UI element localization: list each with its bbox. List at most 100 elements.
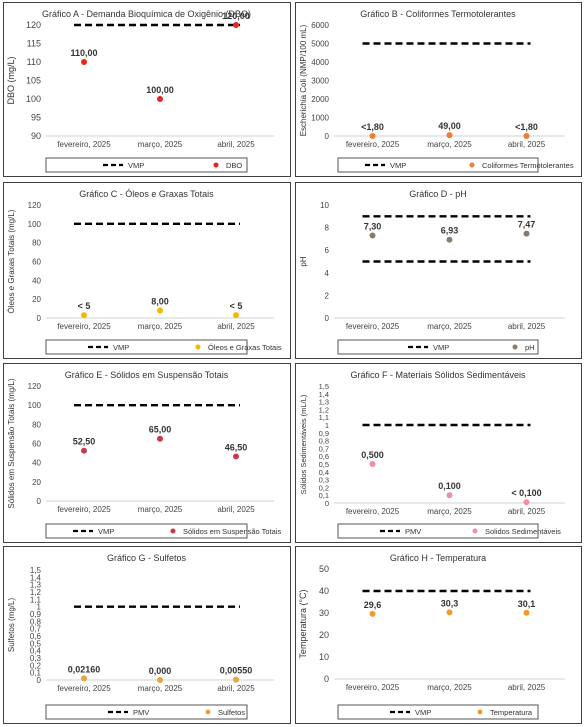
- y-tick-label: 110: [27, 57, 41, 67]
- data-point: [523, 230, 530, 237]
- y-tick-label: 100: [28, 220, 42, 229]
- chart-title: Gráfico F - Materiais Sólidos Sedimentáv…: [350, 370, 526, 380]
- y-tick-label: 40: [32, 459, 41, 468]
- data-label: 7,47: [518, 220, 536, 230]
- legend-series-label: pH: [525, 343, 535, 352]
- data-point: [81, 312, 87, 319]
- y-tick-label: 60: [32, 258, 41, 267]
- y-tick-label: 1,5: [319, 382, 329, 391]
- legend-series-label: Sólidos em Suspensão Totais: [183, 527, 282, 536]
- chart-svg: Gráfico B - Coliformes Termotolerantes Es…: [299, 9, 574, 173]
- data-label: < 5: [78, 301, 91, 311]
- y-tick-label: 0,6: [30, 632, 42, 641]
- y-tick-label: 4000: [311, 58, 329, 67]
- data-label: 46,50: [225, 442, 248, 452]
- y-tick-label: 0,5: [319, 460, 329, 469]
- chart-panel: Gráfico H - Temperatura Temperatura (°C) 0…: [295, 546, 582, 724]
- chart-title: Gráfico D - pH: [409, 189, 467, 199]
- chart-title: Gráfico G - Sulfetos: [107, 553, 187, 563]
- legend-box: [337, 339, 539, 355]
- y-tick-label: 105: [26, 76, 41, 86]
- data-point: [157, 96, 163, 102]
- y-tick-label: 0: [325, 314, 330, 323]
- y-tick-label: 1: [37, 603, 42, 612]
- y-tick-label: 80: [32, 239, 41, 248]
- x-tick-label: março, 2025: [427, 140, 472, 149]
- y-tick-label: 120: [26, 20, 41, 30]
- y-tick-label: 0,7: [319, 444, 329, 453]
- x-tick-label: abril, 2025: [508, 322, 546, 331]
- data-point: [369, 132, 376, 139]
- x-tick-label: março, 2025: [138, 140, 183, 149]
- data-label: 8,00: [151, 296, 169, 306]
- data-point: [446, 236, 453, 243]
- chart-svg: Gráfico E - Sólidos em Suspensão Totais S…: [7, 370, 282, 539]
- data-point: [157, 435, 163, 442]
- data-label: < 5: [230, 301, 243, 311]
- y-tick-label: 1,4: [30, 573, 42, 582]
- data-label: 30,1: [518, 599, 536, 609]
- data-point: [233, 676, 239, 683]
- legend-series-label: DBO: [226, 161, 242, 170]
- y-tick-label: 0: [325, 132, 330, 141]
- y-tick-label: 120: [28, 201, 42, 210]
- data-label: <1,80: [515, 122, 538, 132]
- data-point: [233, 453, 239, 460]
- y-tick-label: 20: [32, 478, 41, 487]
- y-tick-label: 3000: [311, 77, 329, 86]
- y-tick-label: 0: [37, 314, 42, 323]
- x-tick-label: março, 2025: [427, 507, 472, 516]
- legend-reference-label: VMP: [433, 343, 449, 352]
- chart-panel: Gráfico C - Óleos e Graxas Totais Óleos e…: [3, 182, 291, 359]
- y-tick-label: 1,1: [319, 413, 329, 422]
- y-axis-label: pH: [299, 256, 308, 266]
- x-tick-label: fevereiro, 2025: [346, 140, 400, 149]
- y-tick-label: 0: [324, 674, 329, 684]
- data-label: 52,50: [73, 437, 96, 447]
- x-tick-label: fevereiro, 2025: [346, 683, 400, 692]
- legend-series-label: Temperatura: [490, 708, 533, 717]
- data-point: [81, 675, 87, 682]
- data-point: [81, 59, 87, 65]
- chart-title: Gráfico H - Temperatura: [390, 553, 486, 563]
- y-axis-label: Temperatura (°C): [298, 589, 308, 658]
- legend-box: [45, 339, 248, 355]
- legend-series-label: Sulfetos: [218, 708, 245, 717]
- y-axis-label: Sulfetos (mg/L): [7, 598, 16, 653]
- x-tick-label: março, 2025: [427, 322, 472, 331]
- data-label: <1,80: [361, 122, 384, 132]
- y-tick-label: 0,3: [30, 654, 42, 663]
- x-tick-label: fevereiro, 2025: [57, 140, 111, 149]
- legend-box: [337, 704, 539, 720]
- chart-panel: Gráfico E - Sólidos em Suspensão Totais S…: [3, 363, 291, 543]
- data-label: 0,500: [361, 450, 384, 460]
- y-tick-label: 95: [31, 113, 41, 123]
- chart-panel: Gráfico F - Materiais Sólidos Sedimentáv…: [295, 363, 582, 543]
- y-tick-label: 120: [28, 382, 42, 391]
- y-tick-label: 20: [32, 295, 41, 304]
- legend-reference-label: PMV: [405, 527, 421, 536]
- y-tick-label: 100: [26, 94, 41, 104]
- y-axis-label: DBO (mg/L): [6, 56, 16, 104]
- data-point: [446, 609, 453, 616]
- data-point: [369, 232, 376, 239]
- legend-series-label: Coliformes Termotolerantes: [482, 161, 574, 170]
- data-label: 0,000: [149, 666, 172, 676]
- legend-series-swatch: [195, 344, 201, 350]
- y-tick-label: 6000: [311, 21, 329, 30]
- legend-series-swatch: [469, 162, 475, 168]
- y-tick-label: 90: [31, 131, 41, 141]
- y-tick-label: 10: [320, 201, 329, 210]
- data-label: 30,3: [441, 598, 459, 608]
- x-tick-label: abril, 2025: [217, 684, 255, 693]
- y-tick-label: 0,1: [319, 491, 329, 500]
- y-tick-label: 1,5: [30, 566, 42, 575]
- y-tick-label: 1,3: [319, 398, 329, 407]
- chart-svg: Gráfico H - Temperatura Temperatura (°C) 0…: [298, 553, 565, 720]
- data-point: [446, 492, 453, 499]
- y-tick-label: 1,2: [319, 405, 329, 414]
- x-tick-label: abril, 2025: [508, 140, 546, 149]
- x-tick-label: abril, 2025: [508, 683, 546, 692]
- chart-svg: Gráfico F - Materiais Sólidos Sedimentáv…: [299, 370, 565, 539]
- y-tick-label: 1,3: [30, 581, 42, 590]
